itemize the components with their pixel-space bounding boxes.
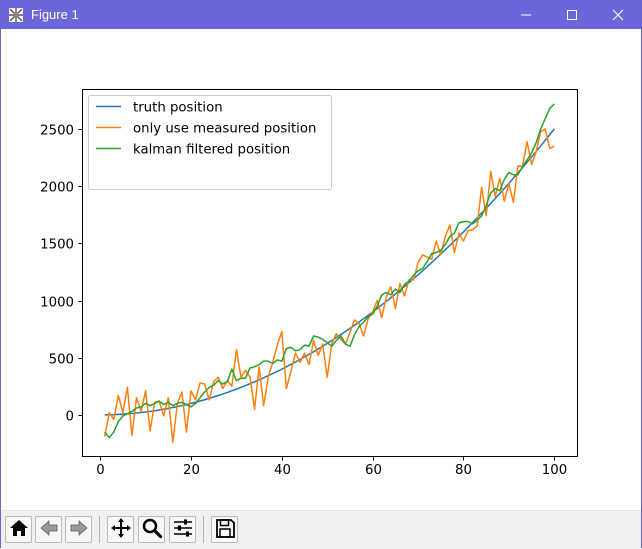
y-tick-label: 1500 [40, 238, 74, 253]
x-tick-label: 80 [455, 463, 472, 478]
y-tick-label: 500 [49, 353, 74, 368]
minimize-button[interactable] [503, 1, 549, 29]
back-arrow-icon [38, 517, 60, 543]
close-icon [612, 9, 624, 21]
forward-button[interactable] [65, 516, 92, 543]
legend: truth position only use measured position… [88, 95, 332, 190]
legend-label: truth position [133, 101, 223, 116]
toolbar-separator [99, 516, 100, 543]
x-tick-label: 60 [365, 463, 382, 478]
back-button[interactable] [35, 516, 62, 543]
x-tick-label: 100 [542, 463, 567, 478]
title-bar[interactable]: Figure 1 [1, 1, 641, 29]
series-line-truth-position [104, 128, 555, 416]
matplotlib-figure-icon [8, 7, 24, 23]
save-icon [214, 517, 236, 543]
legend-box [88, 95, 332, 190]
configure-subplots-button[interactable] [169, 516, 196, 543]
y-tick-label: 2500 [40, 124, 74, 139]
forward-arrow-icon [68, 517, 90, 543]
pan-icon [110, 517, 132, 543]
subplots-icon [172, 517, 194, 543]
window-title: Figure 1 [31, 7, 79, 22]
maximize-icon [566, 9, 578, 21]
series-line-kalman-filtered-position [104, 103, 555, 439]
x-tick-label: 0 [96, 463, 104, 478]
y-tick-label: 2000 [40, 181, 74, 196]
maximize-button[interactable] [549, 1, 595, 29]
y-tick-label: 0 [66, 410, 74, 425]
home-button[interactable] [5, 516, 32, 543]
toolbar-separator [203, 516, 204, 543]
minimize-icon [520, 9, 532, 21]
navigation-toolbar [1, 510, 641, 549]
close-button[interactable] [595, 1, 641, 29]
zoom-button[interactable] [138, 516, 165, 543]
y-tick-label: 1000 [40, 296, 74, 311]
x-tick-label: 20 [183, 463, 200, 478]
figure-canvas[interactable]: 0 20 40 60 80 100 0 500 1000 1500 2000 2500 truth p… [1, 29, 641, 509]
legend-label: only use measured position [133, 122, 316, 137]
x-tick-label: 40 [274, 463, 291, 478]
home-icon [8, 517, 30, 543]
legend-label: kalman filtered position [133, 143, 290, 158]
zoom-icon [141, 517, 163, 543]
pan-button[interactable] [107, 516, 134, 543]
series-line-only-use-measured-position [103, 128, 555, 444]
save-button[interactable] [211, 516, 238, 543]
